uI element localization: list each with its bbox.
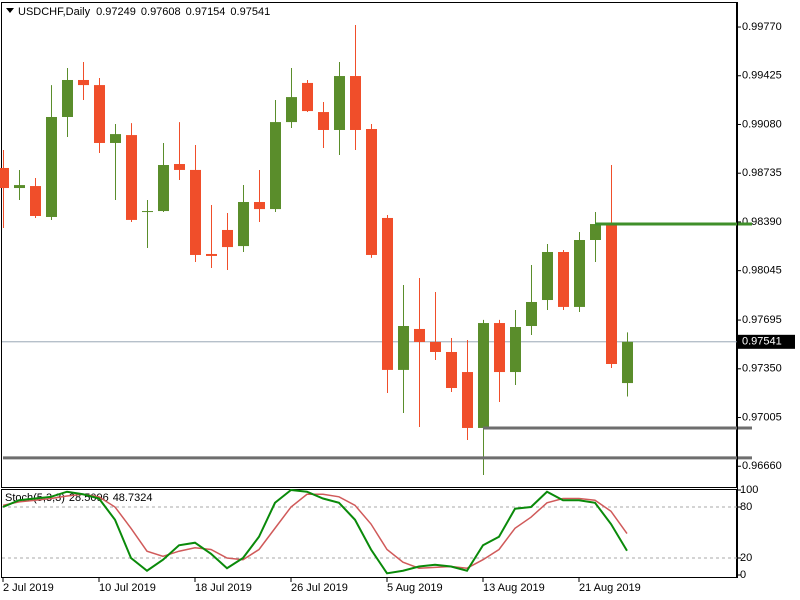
candle-body (446, 351, 457, 389)
candle-body (526, 301, 537, 327)
candle-body (14, 185, 25, 189)
y-tick-label: 0.98045 (742, 265, 782, 277)
candle-body (126, 135, 137, 220)
chart-header: USDCHF,Daily 0.97249 0.97608 0.97154 0.97541 (18, 6, 270, 18)
price-tag-label: 0.97541 (742, 336, 782, 348)
y-tick-label: 0.98735 (742, 167, 782, 179)
candle-body (0, 167, 9, 189)
y-tick-label: 0.99770 (742, 21, 782, 33)
candle-body (398, 326, 409, 370)
candle-body (206, 253, 217, 256)
candle-body (78, 79, 89, 86)
x-tick-label: 21 Aug 2019 (579, 582, 641, 594)
candle-body (414, 328, 425, 342)
y-tick-label: 0 (740, 569, 746, 581)
candle-body (558, 252, 569, 307)
candle-body (622, 341, 633, 384)
candle-body (430, 341, 441, 352)
candle-body (254, 202, 265, 210)
candle-body (318, 112, 329, 130)
y-tick-label: 0.99425 (742, 70, 782, 82)
candle-body (606, 224, 617, 364)
candle-body (542, 252, 553, 301)
x-tick-label: 13 Aug 2019 (483, 582, 545, 594)
candle-body (174, 164, 185, 170)
candle-body (30, 186, 41, 216)
y-tick-label: 0.96660 (742, 460, 782, 472)
candle-body (238, 202, 249, 247)
y-tick-label: 80 (740, 501, 752, 513)
candle-body (286, 97, 297, 123)
menu-triangle[interactable] (6, 8, 14, 13)
y-tick-label: 100 (740, 484, 758, 496)
stoch-panel-frame (1, 489, 737, 578)
candle-body (366, 128, 377, 255)
y-tick-label: 0.99080 (742, 118, 782, 130)
candle-body (478, 323, 489, 428)
candle-body (334, 76, 345, 130)
candle-body (494, 323, 505, 373)
candle-body (222, 229, 233, 248)
candle-body (110, 134, 121, 143)
stoch-line (2, 488, 628, 575)
candle-body (270, 122, 281, 210)
y-tick-label: 20 (740, 552, 752, 564)
x-tick-label: 5 Aug 2019 (387, 582, 443, 594)
y-tick-label: 0.97005 (742, 411, 782, 423)
candle-body (46, 116, 57, 217)
main-panel-frame (1, 2, 737, 488)
y-tick-label: 0.97350 (742, 363, 782, 375)
candle-body (190, 169, 201, 255)
candle-body (350, 76, 361, 130)
x-tick-label: 2 Jul 2019 (3, 582, 54, 594)
price-tag (737, 334, 795, 349)
candle-body (302, 82, 313, 112)
y-tick-label: 0.97695 (742, 314, 782, 326)
candle-body (94, 85, 105, 143)
candle-body (510, 326, 521, 373)
x-tick-label: 10 Jul 2019 (99, 582, 156, 594)
y-tick-label: 0.98390 (742, 216, 782, 228)
x-tick-label: 26 Jul 2019 (291, 582, 348, 594)
candle-body (158, 165, 169, 212)
candle-body (462, 372, 473, 428)
candle-body (574, 239, 585, 307)
candle-body (382, 217, 393, 370)
x-tick-label: 18 Jul 2019 (195, 582, 252, 594)
candle-body (142, 211, 153, 213)
candle-body (62, 79, 73, 117)
candle-body (590, 224, 601, 240)
